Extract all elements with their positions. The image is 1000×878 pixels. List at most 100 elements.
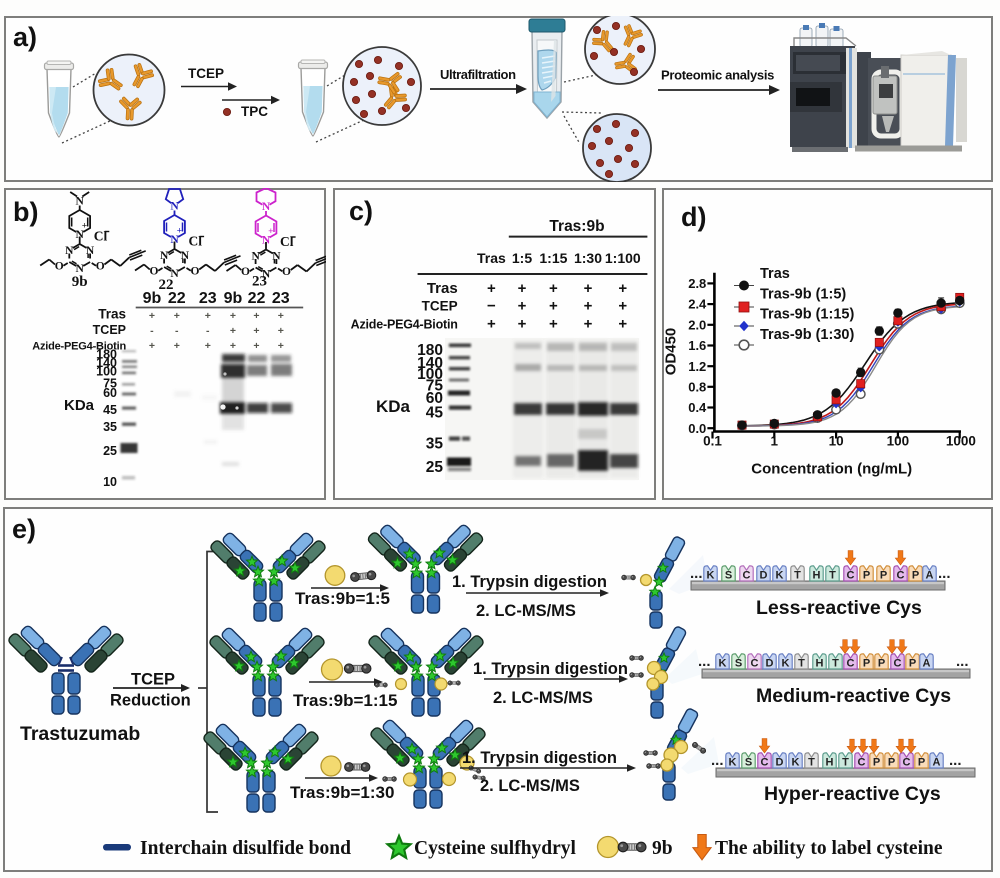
- svg-text:+: +: [278, 340, 284, 352]
- svg-text:A: A: [933, 756, 941, 768]
- svg-text:Less-reactive Cys: Less-reactive Cys: [756, 597, 922, 619]
- svg-text:Tras:9b: Tras:9b: [549, 218, 604, 235]
- svg-text:0.0: 0.0: [688, 421, 706, 436]
- svg-text:Ultrafiltration: Ultrafiltration: [440, 67, 516, 82]
- svg-text:Tras-9b (1:5): Tras-9b (1:5): [760, 287, 846, 303]
- svg-text:P: P: [888, 756, 895, 768]
- svg-text:Proteomic analysis: Proteomic analysis: [661, 68, 774, 83]
- svg-text:60: 60: [426, 390, 443, 407]
- svg-text:+: +: [205, 340, 211, 352]
- svg-text:2.8: 2.8: [688, 276, 706, 291]
- svg-text:Tras-9b (1:15): Tras-9b (1:15): [760, 307, 854, 323]
- svg-text:TCEP: TCEP: [188, 66, 224, 81]
- svg-text:1:5: 1:5: [512, 250, 532, 266]
- svg-text:K: K: [719, 657, 727, 669]
- svg-text:T: T: [794, 569, 801, 581]
- svg-text:9b: 9b: [143, 290, 162, 307]
- svg-text:T: T: [808, 756, 815, 768]
- svg-text:22: 22: [168, 290, 186, 307]
- svg-text:23: 23: [252, 274, 267, 290]
- svg-text:+: +: [549, 298, 558, 315]
- svg-text:C: C: [761, 756, 769, 768]
- svg-text:2. LC-MS/MS: 2. LC-MS/MS: [476, 602, 576, 620]
- svg-text:Trastuzumab: Trastuzumab: [20, 723, 140, 745]
- svg-text:25: 25: [103, 444, 117, 458]
- svg-text:Tras:9b=1:5: Tras:9b=1:5: [295, 589, 390, 608]
- svg-text:...: ...: [956, 653, 969, 670]
- svg-text:+: +: [149, 310, 155, 322]
- svg-text:S: S: [725, 569, 732, 581]
- svg-text:+: +: [584, 280, 593, 297]
- svg-text:P: P: [880, 569, 887, 581]
- svg-text:35: 35: [426, 436, 444, 453]
- svg-text:D: D: [760, 569, 768, 581]
- svg-text:+: +: [253, 340, 259, 352]
- svg-text:75: 75: [426, 378, 444, 395]
- svg-text:+: +: [618, 316, 627, 333]
- svg-text:TCEP: TCEP: [93, 323, 126, 337]
- svg-text:Hyper-reactive Cys: Hyper-reactive Cys: [764, 783, 941, 805]
- svg-text:Cysteine sulfhydryl: Cysteine sulfhydryl: [414, 838, 577, 859]
- svg-text:+: +: [618, 280, 627, 297]
- svg-text:...: ...: [938, 565, 951, 582]
- svg-text:+: +: [174, 340, 180, 352]
- svg-text:+: +: [518, 316, 527, 333]
- svg-text:Concentration (ng/mL): Concentration (ng/mL): [751, 461, 912, 478]
- svg-text:1.6: 1.6: [688, 338, 706, 353]
- svg-text:T: T: [832, 657, 839, 669]
- svg-text:+: +: [549, 316, 558, 333]
- svg-text:TCEP: TCEP: [131, 671, 175, 689]
- svg-text:...: ...: [698, 653, 711, 670]
- svg-text:9b: 9b: [652, 838, 673, 859]
- svg-text:+: +: [518, 280, 527, 297]
- svg-text:D: D: [766, 657, 774, 669]
- svg-text:TCEP: TCEP: [422, 299, 458, 314]
- svg-text:A: A: [926, 569, 934, 581]
- svg-text:0.8: 0.8: [688, 379, 706, 394]
- svg-text:Azide-PEG4-Biotin: Azide-PEG4-Biotin: [32, 341, 126, 353]
- svg-text:+: +: [253, 310, 259, 322]
- svg-text:1. Trypsin digestion: 1. Trypsin digestion: [462, 749, 617, 767]
- svg-text:K: K: [782, 657, 790, 669]
- svg-text:N: N: [76, 196, 85, 208]
- svg-text:+: +: [518, 298, 527, 315]
- svg-text:1: 1: [771, 434, 779, 449]
- svg-text:+: +: [618, 298, 627, 315]
- svg-text:K: K: [729, 756, 737, 768]
- svg-text:Azide-PEG4-Biotin: Azide-PEG4-Biotin: [351, 318, 458, 332]
- svg-text:+: +: [584, 298, 593, 315]
- svg-text:Tras:9b=1:15: Tras:9b=1:15: [293, 691, 397, 710]
- svg-text:Medium-reactive Cys: Medium-reactive Cys: [756, 685, 951, 707]
- svg-text:Tras:9b=1:30: Tras:9b=1:30: [290, 783, 394, 802]
- svg-text:Tras: Tras: [427, 280, 458, 297]
- svg-text:P: P: [863, 569, 870, 581]
- svg-text:100: 100: [887, 434, 910, 449]
- svg-text:2. LC-MS/MS: 2. LC-MS/MS: [493, 689, 593, 707]
- svg-text:+: +: [549, 280, 558, 297]
- svg-text:0.4: 0.4: [688, 400, 707, 415]
- svg-text:P: P: [909, 657, 916, 669]
- svg-text:P: P: [873, 756, 880, 768]
- svg-text:S: S: [735, 657, 742, 669]
- svg-text:C: C: [894, 657, 902, 669]
- svg-text:9b: 9b: [224, 290, 243, 307]
- svg-text:C: C: [897, 569, 905, 581]
- svg-text:1000: 1000: [946, 434, 976, 449]
- svg-text:KDa: KDa: [376, 397, 411, 416]
- svg-text:-: -: [175, 325, 179, 337]
- svg-text:9b: 9b: [72, 274, 88, 290]
- svg-text:22: 22: [248, 290, 266, 307]
- svg-text:KDa: KDa: [64, 397, 95, 414]
- svg-text:The ability to label cysteine: The ability to label cysteine: [715, 838, 943, 859]
- svg-text:60: 60: [103, 386, 117, 400]
- svg-text:K: K: [776, 569, 784, 581]
- svg-text:2.4: 2.4: [688, 297, 707, 312]
- svg-text:+: +: [487, 316, 496, 333]
- svg-text:1. Trypsin digestion: 1. Trypsin digestion: [473, 660, 628, 678]
- svg-text:...: ...: [690, 565, 703, 582]
- svg-text:1:100: 1:100: [605, 250, 641, 266]
- svg-text:1:15: 1:15: [539, 250, 567, 266]
- svg-text:75: 75: [103, 377, 117, 391]
- svg-text:S: S: [745, 756, 752, 768]
- svg-text:+: +: [174, 310, 180, 322]
